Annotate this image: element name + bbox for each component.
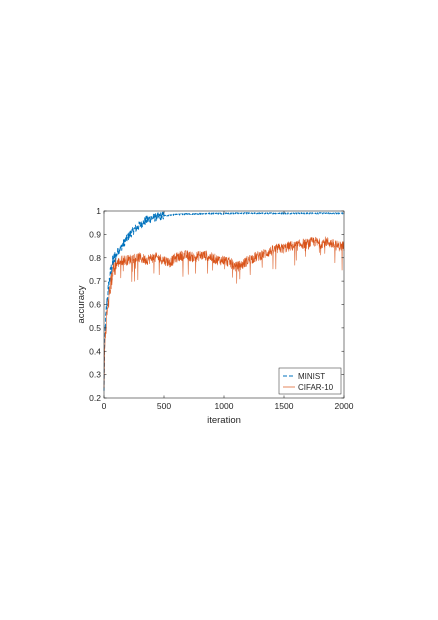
x-tick-label: 0	[102, 401, 107, 411]
series-layer	[103, 211, 345, 391]
x-tick-label: 1000	[215, 401, 234, 411]
x-tick-label: 2000	[335, 401, 354, 411]
legend-label-minist: MINIST	[298, 372, 325, 381]
y-tick-label: 0.2	[89, 393, 101, 403]
x-axis-title: iteration	[207, 415, 241, 426]
series-line-minist	[103, 211, 345, 391]
y-tick-label: 0.3	[89, 370, 101, 380]
y-tick-label: 0.6	[89, 300, 101, 310]
y-tick-label: 0.4	[89, 346, 101, 356]
legend-box	[278, 367, 342, 395]
y-tick-label: 0.7	[89, 276, 101, 286]
y-axis-title: accuracy	[76, 285, 87, 323]
series-line-cifar-10	[103, 236, 345, 388]
legend: MINIST CIFAR-10	[278, 367, 342, 395]
y-tick-label: 1	[96, 206, 101, 216]
y-tick-label: 0.8	[89, 253, 101, 263]
ticks-layer: 0 500 1000 1500 2000 0.2 0.3 0.4 0.5 0.6 0.7 0.8 0.9…	[89, 206, 354, 411]
y-tick-label: 0.5	[89, 323, 101, 333]
y-tick-label: 0.9	[89, 229, 101, 239]
x-tick-label: 1500	[275, 401, 294, 411]
legend-label-cifar-10: CIFAR-10	[298, 383, 334, 392]
x-tick-label: 500	[157, 401, 171, 411]
